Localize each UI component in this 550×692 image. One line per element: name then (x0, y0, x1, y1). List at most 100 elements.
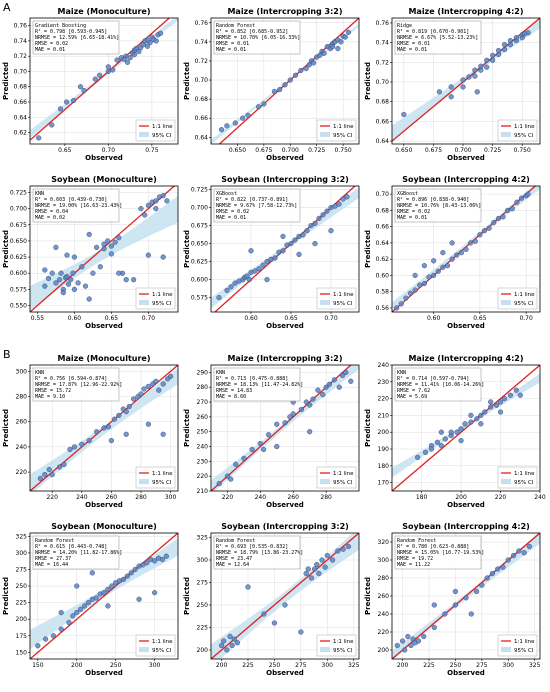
legend-ci-label: 95% CI (152, 648, 172, 654)
data-point (82, 283, 89, 289)
data-point (97, 72, 103, 78)
legend-ci-label: 95% CI (333, 133, 353, 139)
y-tick-label: 0.60 (376, 272, 390, 279)
data-point (435, 268, 441, 274)
data-point (458, 426, 464, 432)
data-point (105, 68, 111, 75)
plot-frame (29, 364, 179, 492)
data-point (495, 566, 501, 572)
y-axis-label: Predicted (183, 62, 191, 100)
data-point (431, 272, 437, 279)
scatter-panel: Soybean (Monoculture) 150 200 250 300 150 175 2… (2, 522, 179, 677)
x-tick-label: 0.60 (68, 315, 82, 322)
data-point (312, 220, 318, 227)
x-axis-label: Observed (447, 322, 485, 330)
stat-line: MAE = 0.01 (35, 47, 65, 53)
legend-ci-label: 95% CI (333, 301, 353, 307)
data-point (53, 244, 59, 250)
data-point (336, 201, 342, 207)
data-point (292, 237, 298, 243)
y-tick-label: 250 (16, 583, 28, 590)
data-point (50, 633, 56, 639)
y-tick-label: 180 (378, 463, 390, 470)
data-point (500, 214, 506, 220)
data-point (93, 429, 100, 435)
x-axis-label: Observed (85, 154, 123, 162)
data-point (224, 647, 230, 653)
legend-line-label: 1:1 line (514, 292, 535, 298)
data-point (89, 570, 95, 576)
legend-ci-label: 95% CI (514, 133, 534, 139)
data-point (517, 392, 523, 398)
data-point (228, 476, 234, 482)
data-point (160, 431, 166, 437)
data-point (120, 576, 127, 583)
data-point (58, 609, 64, 616)
stat-line: RMSE = 0.02 (397, 209, 430, 215)
data-point (108, 438, 115, 444)
plot-frame (210, 185, 360, 313)
stat-line: R² = 0.603 [0.439-0.730] (35, 197, 107, 203)
data-point (101, 246, 107, 252)
data-point (495, 215, 501, 222)
data-point (332, 203, 338, 209)
y-tick-label: 0.76 (195, 20, 209, 27)
data-point (343, 369, 349, 376)
data-point (500, 564, 506, 570)
data-point (298, 406, 305, 413)
data-point (394, 305, 400, 311)
data-point (452, 588, 459, 595)
data-point (97, 264, 103, 270)
data-point (345, 29, 352, 35)
data-point (42, 636, 49, 642)
x-tick-label: 0.725 (308, 147, 325, 154)
data-point (288, 241, 294, 247)
data-point (287, 414, 293, 420)
data-point (399, 638, 406, 644)
data-point (260, 262, 266, 268)
data-point (472, 73, 478, 79)
data-point (290, 411, 296, 417)
y-tick-label: 0.74 (195, 39, 209, 46)
legend-ci-swatch (139, 647, 149, 652)
data-point (108, 243, 115, 249)
data-point (305, 566, 311, 572)
y-tick-label: 170 (378, 480, 390, 487)
data-point (521, 550, 527, 556)
data-point (153, 206, 159, 212)
x-tick-label: 200 (216, 662, 228, 669)
data-point (71, 444, 78, 450)
stat-line: NRMSE = 18.79% [13.86-23.27%] (216, 550, 303, 556)
y-tick-label: 0.68 (376, 99, 390, 106)
data-point (287, 77, 293, 83)
data-point (131, 52, 138, 58)
stat-line: R² = 0.756 [0.594-0.874] (35, 376, 107, 382)
legend-ci-swatch (320, 300, 330, 305)
data-point (308, 223, 314, 229)
y-tick-label: 220 (197, 473, 209, 480)
plot-frame (391, 185, 541, 313)
data-point (56, 277, 63, 283)
x-tick-label: 300 (165, 494, 177, 501)
x-tick-label: 0.65 (58, 147, 72, 154)
y-tick-label: 0.700 (10, 206, 27, 213)
data-point (315, 387, 321, 393)
data-point (124, 573, 130, 579)
x-tick-label: 325 (529, 662, 541, 669)
data-point (70, 97, 77, 104)
stat-line: NRMSE = 9.67% [7.58-12.73%] (216, 203, 297, 209)
plot-inner (392, 18, 540, 142)
data-point (328, 228, 334, 234)
stat-line: MAE = 16.44 (35, 562, 68, 568)
data-point (74, 609, 80, 616)
data-point (127, 55, 133, 61)
plot-inner (392, 365, 540, 491)
data-point (274, 443, 280, 450)
model-name: Random Forest (35, 538, 74, 544)
data-point (514, 199, 520, 205)
stat-line: RMSE = 15.72 (35, 388, 71, 394)
legend-line-label: 1:1 line (333, 639, 354, 645)
data-point (422, 449, 429, 455)
legend-ci-swatch (320, 132, 330, 137)
